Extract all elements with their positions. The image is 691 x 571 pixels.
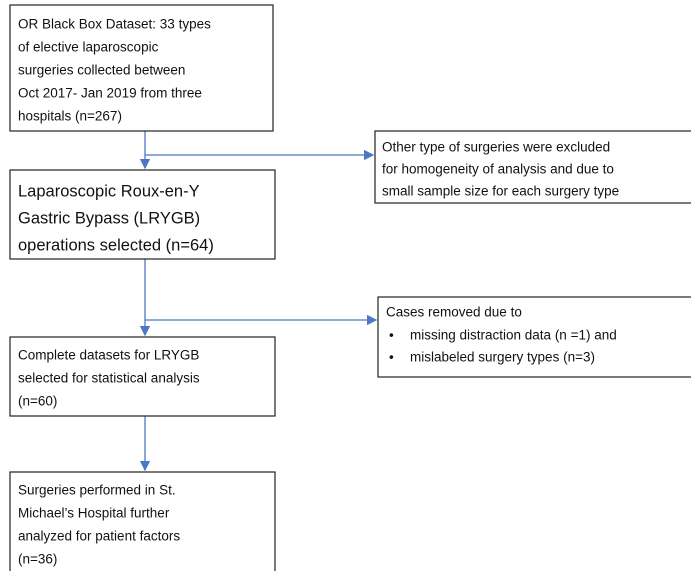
box-text: Laparoscopic Roux-en-Y xyxy=(18,182,200,200)
box-text: OR Black Box Dataset: 33 types xyxy=(18,17,211,32)
box-text: (n=36) xyxy=(18,552,57,567)
process-box xyxy=(9,4,274,132)
connectors xyxy=(139,131,378,472)
box-text: Complete datasets for LRYGB xyxy=(18,348,199,363)
box-text: surgeries collected between xyxy=(18,63,185,78)
exclusion-box xyxy=(377,296,691,378)
exclusion-box xyxy=(374,130,691,204)
box-text: Oct 2017- Jan 2019 from three xyxy=(18,86,202,101)
box-text: hospitals (n=267) xyxy=(18,109,122,124)
box-text: Surgeries performed in St. xyxy=(18,483,176,498)
bullet: • xyxy=(389,350,394,365)
box-text: Gastric Bypass (LRYGB) xyxy=(18,209,200,227)
box-text: missing distraction data (n =1) and xyxy=(410,328,617,343)
box-text: mislabeled surgery types (n=3) xyxy=(410,350,595,365)
boxes: OR Black Box Dataset: 33 types of electiv… xyxy=(9,4,691,571)
box-text: Cases removed due to xyxy=(386,305,522,320)
box-text: Michael’s Hospital further xyxy=(18,506,170,521)
box-text: of elective laparoscopic xyxy=(18,40,159,55)
bullet: • xyxy=(389,328,394,343)
process-box xyxy=(9,169,276,260)
box-text: analyzed for patient factors xyxy=(18,529,180,544)
box-text: for homogeneity of analysis and due to xyxy=(382,162,614,177)
process-box xyxy=(9,336,276,417)
box-text: small sample size for each surgery type xyxy=(382,184,619,199)
box-text: Other type of surgeries were excluded xyxy=(382,140,610,155)
box-text: operations selected (n=64) xyxy=(18,236,214,254)
process-box xyxy=(9,471,276,571)
box-text: (n=60) xyxy=(18,394,57,409)
box-text: selected for statistical analysis xyxy=(18,371,200,386)
